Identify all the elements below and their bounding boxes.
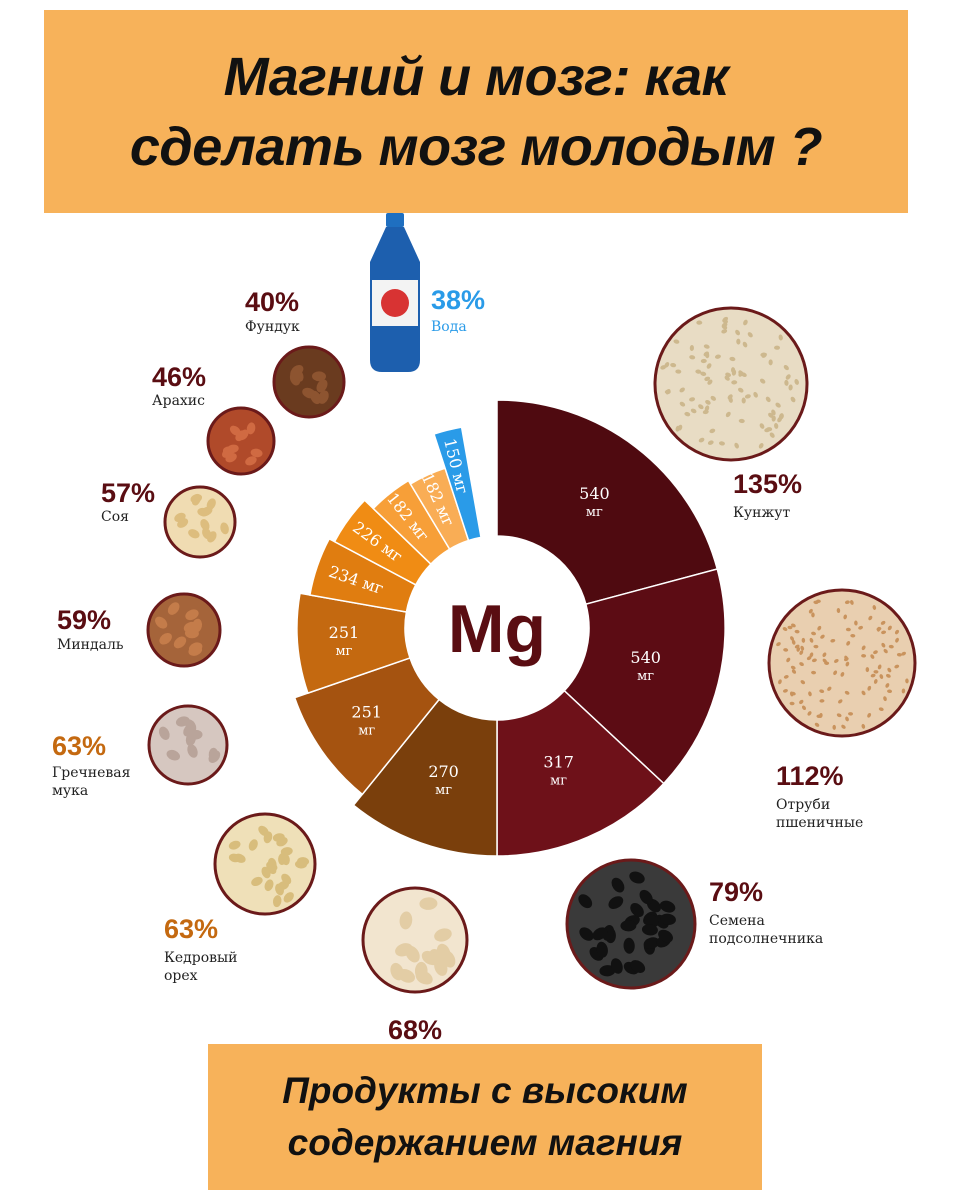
food-image-3 (361, 886, 469, 994)
center-circle (405, 536, 589, 720)
slice-label-5: 251 мг (329, 623, 360, 659)
food-image-4 (213, 812, 317, 916)
slice-value-2: 317 (543, 753, 574, 772)
center-label: Mg (448, 591, 546, 667)
title-line-2: сделать мозг молодым ? (129, 116, 823, 177)
product-name-7: Соя (101, 509, 129, 525)
percent-label-2: 79% (709, 877, 764, 907)
slice-label-0: 540 мг (579, 484, 610, 520)
product-name-5: Гречневая мука (52, 765, 131, 799)
slice-value-3: 270 (428, 762, 459, 781)
percent-label-3: 68% (388, 1015, 443, 1045)
percent-label-5: 63% (52, 731, 107, 761)
slice-unit-5: мг (335, 644, 352, 659)
slice-unit-0: мг (586, 505, 603, 520)
water-bottle-icon (370, 213, 420, 372)
product-name-8: Арахис (152, 393, 205, 409)
product-name-4: Кедровый орех (164, 950, 238, 984)
footer-line-2: содержанием магния (287, 1122, 683, 1163)
percent-label-8: 46% (152, 362, 207, 392)
food-image-7 (163, 485, 237, 559)
slice-value-0: 540 (579, 484, 610, 503)
slice-label-3: 270 мг (428, 762, 459, 798)
product-name-0: Кунжут (733, 505, 791, 521)
food-image-2 (565, 858, 697, 990)
food-image-1 (767, 588, 917, 738)
percent-label-1: 112% (776, 761, 844, 791)
title-banner: Магний и мозг: как сделать мозг молодым … (44, 10, 908, 213)
slice-value-1: 540 (630, 648, 661, 667)
slice-label-2: 317 мг (543, 753, 574, 789)
slice-unit-4: мг (358, 723, 375, 738)
slice-unit-2: мг (550, 774, 567, 789)
product-name-2: Семена подсолнечника (709, 913, 824, 947)
footer-line-1: Продукты с высоким (282, 1070, 688, 1111)
percent-label-10: 38% (431, 285, 486, 315)
food-image-5 (147, 704, 229, 786)
slice-unit-3: мг (435, 783, 452, 798)
product-name-9: Фундук (245, 319, 300, 335)
slice-label-1: 540 мг (630, 648, 661, 684)
product-name-10: Вода (431, 319, 467, 335)
percent-label-6: 59% (57, 605, 112, 635)
product-name-1: Отруби пшеничные (776, 797, 864, 831)
percent-label-7: 57% (101, 478, 156, 508)
product-name-6: Миндаль (57, 637, 124, 653)
percent-label-9: 40% (245, 287, 300, 317)
slice-label-4: 251 мг (351, 702, 382, 738)
percent-label-4: 63% (164, 914, 219, 944)
slice-value-5: 251 (329, 623, 360, 642)
food-image-6 (146, 592, 222, 668)
food-image-9 (272, 345, 346, 419)
footer-banner: Продукты с высоким содержанием магния (208, 1044, 762, 1190)
slice-unit-1: мг (637, 669, 654, 684)
title-line-1: Магний и мозг: как (223, 46, 729, 107)
percent-label-0: 135% (733, 469, 803, 499)
food-image-8 (206, 406, 276, 476)
food-image-0 (653, 306, 809, 462)
slice-value-4: 251 (351, 702, 382, 721)
